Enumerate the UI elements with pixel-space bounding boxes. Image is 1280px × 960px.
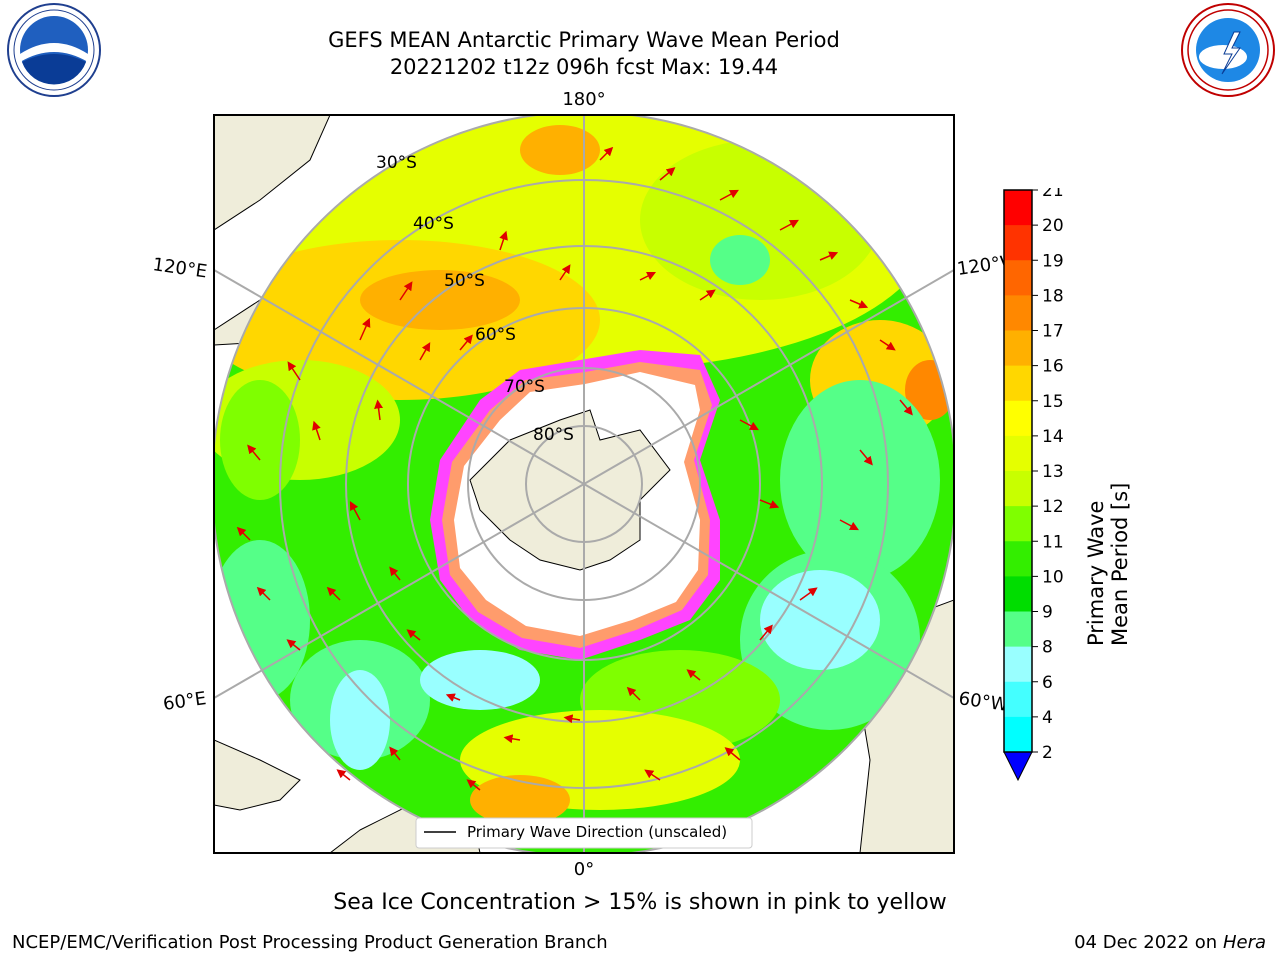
colorbar-band: [1004, 611, 1032, 648]
lat-label-30: 30°S: [376, 153, 417, 173]
credit-machine: Hera: [1222, 932, 1266, 953]
colorbar-tick-label: 12: [1042, 497, 1064, 517]
lat-label-40: 40°S: [413, 214, 454, 234]
credit-left: NCEP/EMC/Verification Post Processing Pr…: [12, 932, 608, 953]
credit-date: 04 Dec 2022 on: [1074, 932, 1218, 953]
colorbar-band: [1004, 190, 1032, 226]
colorbar-band: [1004, 681, 1032, 718]
colorbar-tick-label: 19: [1042, 251, 1064, 271]
colorbar-band: [1004, 400, 1032, 437]
colorbar-band: [1004, 295, 1032, 331]
colorbar: 21 20 19 18 17 16 15 14 13 12 11 10 9 8 6 4 2: [1003, 188, 1064, 782]
colorbar-tick-label: 13: [1042, 462, 1064, 482]
sea-ice-note: Sea Ice Concentration > 15% is shown in …: [333, 890, 947, 915]
colorbar-tick-label: 10: [1042, 567, 1064, 587]
colorbar-tick-label: 6: [1042, 673, 1053, 693]
colorbar-band: [1004, 471, 1032, 507]
lat-label-80: 80°S: [533, 425, 574, 445]
nws-logo: [1181, 3, 1275, 97]
colorbar-band: [1004, 716, 1032, 753]
colorbar-band: [1004, 330, 1032, 367]
colorbar-tick-label: 2: [1042, 743, 1053, 763]
colorbar-tick-label: 21: [1042, 188, 1064, 201]
colorbar-tick-label: 11: [1042, 532, 1064, 552]
noaa-logo: [7, 3, 101, 97]
wave-direction-arrows: [236, 146, 913, 791]
lat-label-70: 70°S: [504, 377, 545, 397]
colorbar-band: [1004, 365, 1032, 402]
map-legend: Primary Wave Direction (unscaled): [415, 817, 753, 849]
lat-label-60: 60°S: [475, 325, 516, 345]
legend-label: Primary Wave Direction (unscaled): [467, 823, 727, 841]
colorbar-tick-label: 14: [1042, 427, 1064, 447]
credit-right: 04 Dec 2022 on Hera: [1074, 932, 1266, 953]
colorbar-tick-label: 15: [1042, 392, 1064, 412]
colorbar-tick-label: 8: [1042, 638, 1053, 658]
colorbar-tick-label: 18: [1042, 286, 1064, 306]
colorbar-tick-label: 16: [1042, 357, 1064, 377]
colorbar-tick-label: 9: [1042, 603, 1053, 623]
colorbar-band: [1004, 260, 1032, 296]
colorbar-band: [1004, 435, 1032, 472]
colorbar-band: [1004, 506, 1032, 542]
colorbar-band: [1004, 541, 1032, 577]
lon-label-upper-left: 120°E: [151, 254, 208, 282]
lon-label-top: 180°: [562, 89, 605, 110]
chart-title: GEFS MEAN Antarctic Primary Wave Mean Pe…: [328, 28, 840, 52]
colorbar-band: [1004, 225, 1032, 261]
colorbar-band: [1004, 646, 1032, 683]
lon-label-lower-left: 60°E: [162, 688, 208, 715]
colorbar-label: Primary Wave Mean Period [s]: [1084, 482, 1132, 646]
lon-label-bottom: 0°: [574, 859, 594, 880]
lat-label-50: 50°S: [444, 271, 485, 291]
chart-subtitle: 20221202 t12z 096h fcst Max: 19.44: [389, 55, 779, 79]
colorbar-tick-label: 17: [1042, 322, 1064, 342]
colorbar-tick-label: 4: [1042, 708, 1053, 728]
colorbar-tick-label: 20: [1042, 216, 1064, 236]
colorbar-band: [1004, 576, 1032, 612]
